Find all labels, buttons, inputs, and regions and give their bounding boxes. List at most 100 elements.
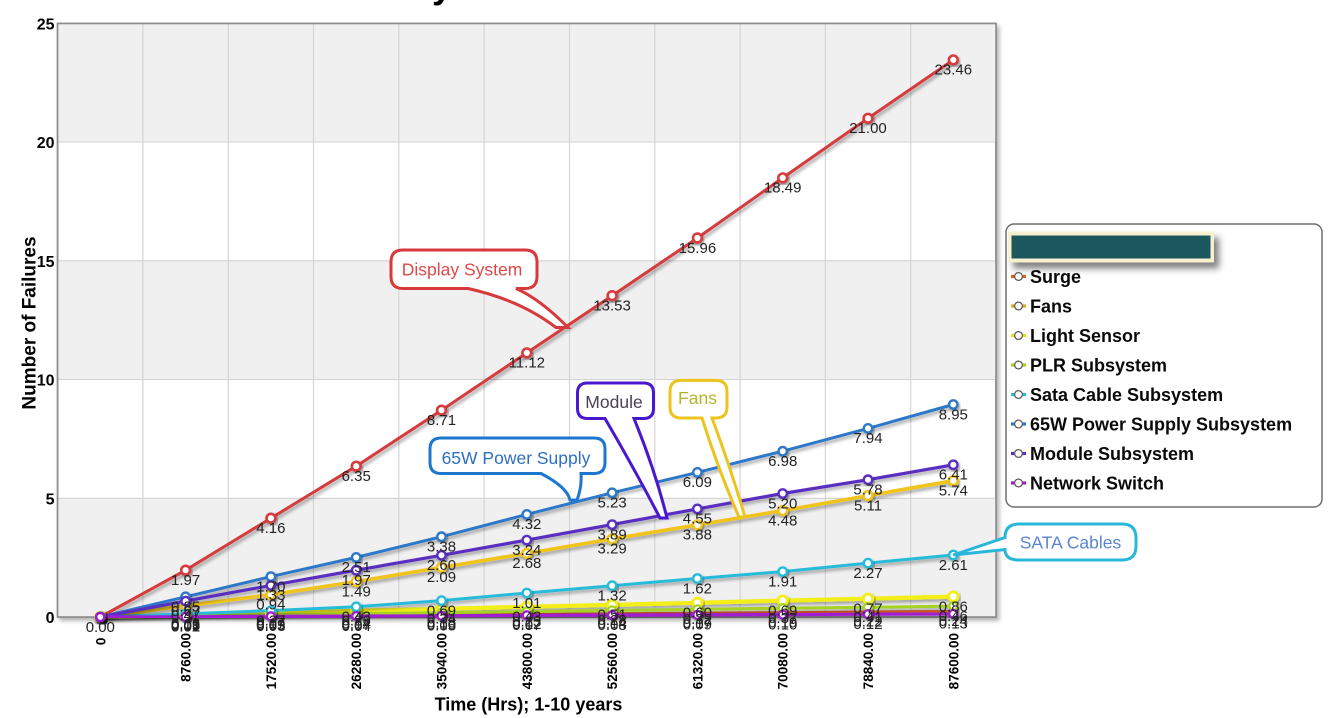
svg-text:6.98: 6.98 bbox=[768, 453, 797, 470]
svg-text:Network Switch: Network Switch bbox=[1030, 474, 1164, 494]
svg-text:0.22: 0.22 bbox=[853, 614, 882, 631]
svg-text:0.14: 0.14 bbox=[342, 616, 371, 633]
svg-text:13.53: 13.53 bbox=[593, 298, 631, 315]
svg-text:0.00: 0.00 bbox=[86, 619, 115, 636]
svg-text:0.07: 0.07 bbox=[342, 617, 371, 634]
svg-text:6.41: 6.41 bbox=[939, 467, 968, 484]
svg-text:0.02: 0.02 bbox=[171, 618, 200, 635]
svg-text:Fans: Fans bbox=[678, 388, 717, 408]
svg-text:1.32: 1.32 bbox=[597, 588, 626, 605]
svg-text:43800.00: 43800.00 bbox=[520, 633, 535, 689]
svg-text:1.97: 1.97 bbox=[342, 572, 371, 589]
svg-text:0.10: 0.10 bbox=[768, 616, 797, 633]
svg-text:4.32: 4.32 bbox=[512, 516, 541, 533]
svg-text:5.78: 5.78 bbox=[853, 482, 882, 499]
svg-text:3.89: 3.89 bbox=[597, 526, 626, 543]
svg-text:Fans: Fans bbox=[1030, 297, 1072, 317]
svg-text:0.18: 0.18 bbox=[427, 615, 456, 632]
svg-text:0.94: 0.94 bbox=[256, 597, 285, 614]
svg-text:3.88: 3.88 bbox=[683, 527, 712, 544]
svg-text:2.27: 2.27 bbox=[853, 565, 882, 582]
svg-text:Display System: Display System bbox=[402, 259, 523, 279]
svg-text:3.24: 3.24 bbox=[512, 542, 541, 559]
svg-text:5.74: 5.74 bbox=[939, 483, 968, 500]
svg-text:0: 0 bbox=[46, 610, 55, 627]
svg-text:0.34: 0.34 bbox=[427, 611, 456, 628]
svg-text:0.27: 0.27 bbox=[256, 612, 285, 629]
svg-text:0.07: 0.07 bbox=[512, 617, 541, 634]
svg-text:70080.00: 70080.00 bbox=[776, 633, 791, 689]
svg-text:0.60: 0.60 bbox=[683, 605, 712, 622]
svg-text:2.61: 2.61 bbox=[939, 557, 968, 574]
svg-text:0.43: 0.43 bbox=[512, 609, 541, 626]
svg-text:2.68: 2.68 bbox=[512, 555, 541, 572]
svg-text:18.49: 18.49 bbox=[764, 180, 802, 197]
svg-text:5: 5 bbox=[46, 492, 55, 509]
svg-text:11.12: 11.12 bbox=[509, 355, 545, 372]
svg-text:7.94: 7.94 bbox=[853, 430, 882, 447]
svg-text:0.14: 0.14 bbox=[597, 616, 626, 633]
svg-text:4.48: 4.48 bbox=[768, 512, 797, 529]
svg-text:0.69: 0.69 bbox=[768, 602, 797, 619]
svg-text:5.20: 5.20 bbox=[768, 495, 797, 512]
svg-text:26280.00: 26280.00 bbox=[349, 633, 364, 689]
svg-text:0.01: 0.01 bbox=[171, 619, 200, 636]
svg-text:6.35: 6.35 bbox=[342, 468, 371, 485]
svg-text:0.37: 0.37 bbox=[768, 610, 797, 627]
svg-text:y: y bbox=[432, 0, 452, 6]
svg-text:25: 25 bbox=[37, 17, 55, 34]
svg-text:65W Power Supply Subsystem: 65W Power Supply Subsystem bbox=[1030, 415, 1292, 435]
svg-text:1.97: 1.97 bbox=[171, 572, 200, 589]
svg-text:0.19: 0.19 bbox=[768, 614, 797, 631]
svg-text:Number of Failures: Number of Failures bbox=[20, 236, 41, 409]
svg-text:0: 0 bbox=[93, 638, 108, 646]
svg-text:Surge: Surge bbox=[1030, 267, 1081, 287]
svg-text:0.28: 0.28 bbox=[597, 612, 626, 629]
svg-text:65W Power Supply: 65W Power Supply bbox=[442, 448, 591, 468]
svg-text:0.51: 0.51 bbox=[597, 607, 626, 624]
svg-text:23.46: 23.46 bbox=[935, 62, 973, 79]
svg-text:1.49: 1.49 bbox=[342, 583, 371, 600]
svg-text:21.00: 21.00 bbox=[849, 120, 887, 137]
svg-text:10: 10 bbox=[37, 373, 55, 390]
svg-text:0.09: 0.09 bbox=[683, 617, 712, 634]
svg-text:78840.00: 78840.00 bbox=[861, 633, 876, 689]
svg-text:0.85: 0.85 bbox=[171, 599, 200, 616]
svg-text:Sata Cable Subsystem: Sata Cable Subsystem bbox=[1030, 385, 1223, 405]
svg-text:PLR Subsystem: PLR Subsystem bbox=[1030, 356, 1167, 376]
svg-text:0.04: 0.04 bbox=[342, 618, 371, 635]
svg-text:2.51: 2.51 bbox=[342, 559, 371, 576]
svg-text:Module: Module bbox=[585, 392, 642, 412]
svg-text:6.09: 6.09 bbox=[683, 474, 712, 491]
svg-text:1.91: 1.91 bbox=[768, 573, 797, 590]
svg-text:0.17: 0.17 bbox=[256, 615, 285, 632]
svg-text:15: 15 bbox=[37, 254, 55, 271]
svg-text:Module Subsystem: Module Subsystem bbox=[1030, 444, 1194, 464]
svg-text:0.08: 0.08 bbox=[597, 617, 626, 634]
svg-text:1.01: 1.01 bbox=[512, 595, 541, 612]
svg-text:4.55: 4.55 bbox=[683, 511, 712, 528]
svg-text:0.41: 0.41 bbox=[853, 609, 882, 626]
svg-text:17520.00: 17520.00 bbox=[264, 633, 279, 689]
svg-text:0.05: 0.05 bbox=[256, 618, 285, 635]
svg-text:4.16: 4.16 bbox=[256, 520, 285, 537]
svg-text:2.60: 2.60 bbox=[427, 557, 456, 574]
svg-text:2.09: 2.09 bbox=[427, 569, 456, 586]
svg-text:35040.00: 35040.00 bbox=[435, 633, 450, 689]
svg-text:0.13: 0.13 bbox=[171, 616, 200, 633]
svg-text:3.38: 3.38 bbox=[427, 539, 456, 556]
svg-text:5.11: 5.11 bbox=[854, 497, 882, 514]
svg-text:5.23: 5.23 bbox=[597, 495, 626, 512]
svg-text:0.10: 0.10 bbox=[427, 616, 456, 633]
svg-text:8.71: 8.71 bbox=[427, 412, 456, 429]
svg-text:0.26: 0.26 bbox=[342, 613, 371, 630]
svg-text:0.67: 0.67 bbox=[171, 603, 200, 620]
svg-text:0.05: 0.05 bbox=[427, 618, 456, 635]
svg-text:0.13: 0.13 bbox=[939, 616, 968, 633]
svg-text:0.32: 0.32 bbox=[683, 611, 712, 628]
svg-text:0.24: 0.24 bbox=[939, 613, 968, 630]
svg-text:8.95: 8.95 bbox=[939, 406, 968, 423]
svg-text:0.77: 0.77 bbox=[853, 601, 882, 618]
svg-text:0.23: 0.23 bbox=[512, 613, 541, 630]
svg-text:Light Sensor: Light Sensor bbox=[1030, 326, 1140, 346]
